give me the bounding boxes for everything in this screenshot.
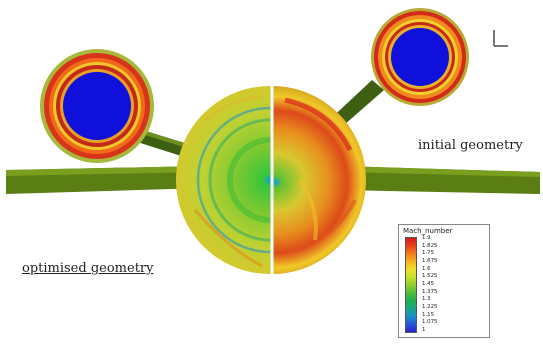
legend-label: 1.45: [422, 281, 435, 287]
legend-label: 1.525: [422, 273, 438, 280]
mach-number-legend: Mach_number 1.9 1.825 1.75 1.675 1.6 1.525 1.4…: [398, 224, 490, 338]
legend-label: 1.6: [422, 265, 431, 272]
caption-initial-geometry: initial geometry: [418, 138, 523, 153]
legend-label: 1.75: [422, 250, 435, 257]
nacelle-initial: [371, 8, 469, 106]
legend-label: 1.15: [422, 311, 435, 318]
legend-label: 1.075: [422, 319, 438, 326]
fuselage-nose-optimised: [176, 86, 272, 274]
legend-color-bar: [405, 237, 417, 333]
nacelle-optimised: [40, 49, 154, 163]
legend-label: 1.225: [422, 304, 438, 310]
fuselage-nose-initial: [272, 86, 366, 274]
axis-triad-icon: [493, 30, 508, 47]
legend-label: 1.825: [422, 242, 438, 249]
caption-optimised-geometry: optimised geometry: [22, 261, 154, 276]
legend-label: 1.3: [422, 296, 431, 303]
legend-label: 1.375: [422, 288, 438, 295]
legend-title: Mach_number: [403, 227, 453, 235]
legend-label: 1: [422, 327, 426, 333]
wing: [6, 166, 540, 194]
legend-label: 1.9: [422, 235, 431, 241]
legend-label: 1.675: [422, 258, 438, 264]
